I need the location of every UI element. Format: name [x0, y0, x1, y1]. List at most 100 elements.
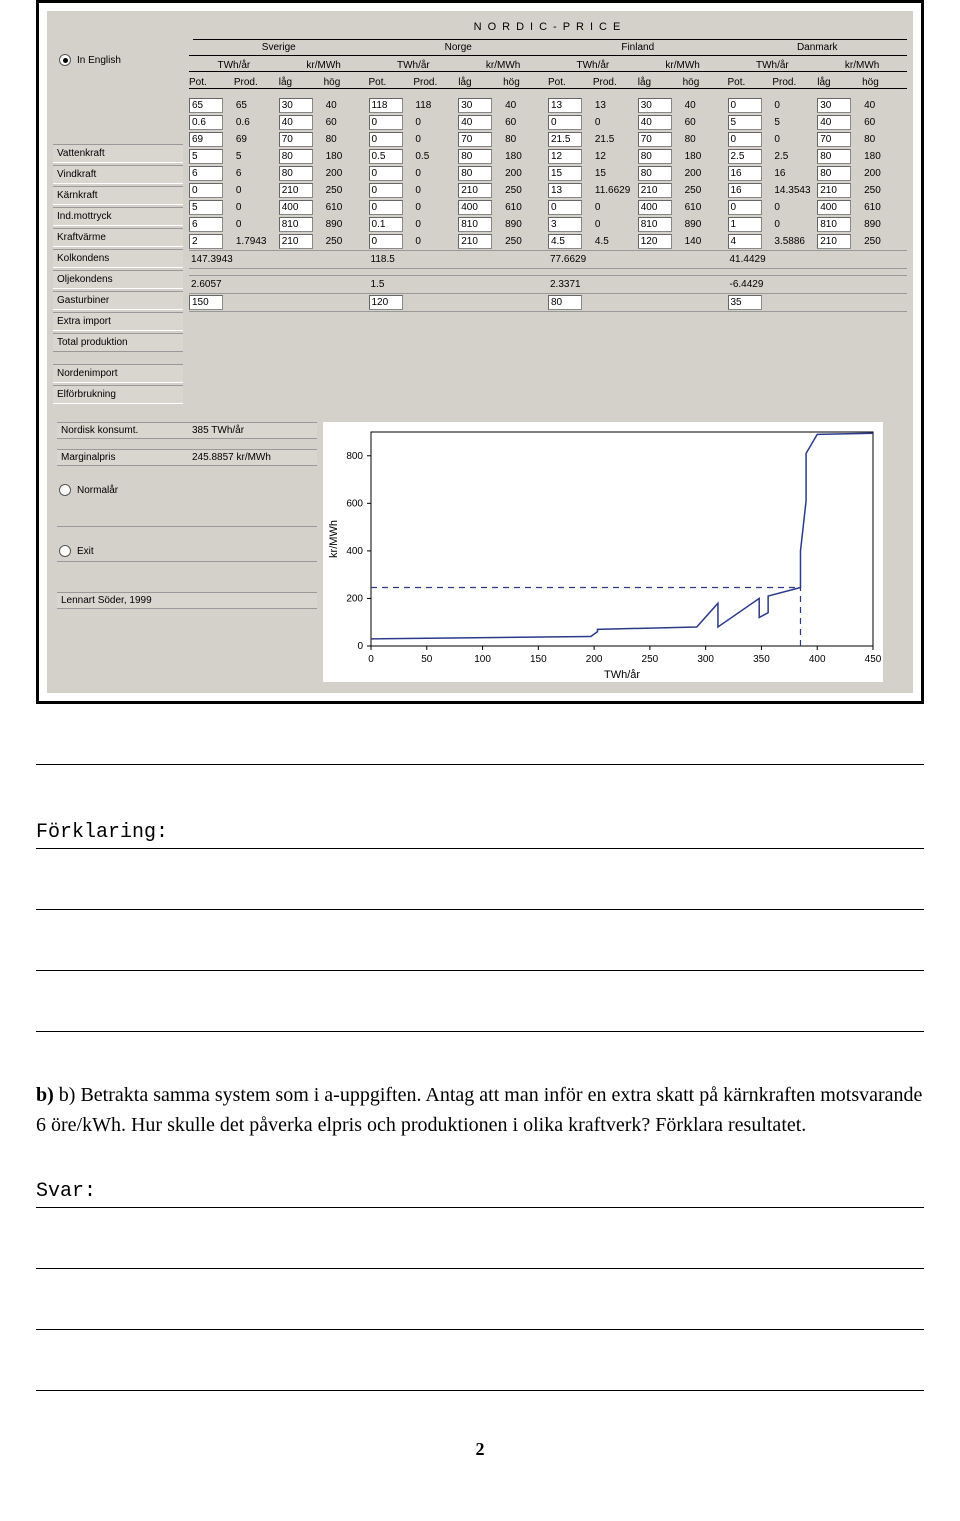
input-cell[interactable]: 1: [728, 217, 762, 232]
output-cell: 0: [772, 202, 780, 213]
input-cell[interactable]: 69: [189, 132, 223, 147]
svg-text:800: 800: [346, 451, 363, 462]
summary-panel: Nordisk konsumt. 385 TWh/år Marginalpris…: [57, 422, 317, 685]
input-cell[interactable]: 15: [548, 166, 582, 181]
input-cell[interactable]: 118: [369, 98, 403, 113]
radio-icon: [59, 54, 71, 66]
input-cell[interactable]: 6: [189, 217, 223, 232]
input-cell[interactable]: 35: [728, 295, 762, 310]
input-cell[interactable]: 400: [638, 200, 672, 215]
input-cell[interactable]: 80: [548, 295, 582, 310]
input-cell[interactable]: 6: [189, 166, 223, 181]
input-cell[interactable]: 12: [548, 149, 582, 164]
input-cell[interactable]: 0: [369, 132, 403, 147]
output-cell: 0: [413, 168, 421, 179]
input-cell[interactable]: 13: [548, 98, 582, 113]
svar-row: Svar:: [36, 1160, 924, 1208]
output-cell: 80: [862, 134, 875, 145]
input-cell[interactable]: 80: [638, 149, 672, 164]
input-cell[interactable]: 30: [638, 98, 672, 113]
input-cell[interactable]: 120: [638, 234, 672, 249]
input-cell[interactable]: 120: [369, 295, 403, 310]
input-cell[interactable]: 40: [817, 115, 851, 130]
row-label: Kärnkraft: [53, 186, 183, 205]
marginalpris-row: Marginalpris 245.8857 kr/MWh: [57, 449, 317, 466]
input-cell[interactable]: 400: [279, 200, 313, 215]
input-cell[interactable]: 2.5: [728, 149, 762, 164]
row-label: Vattenkraft: [53, 144, 183, 163]
input-cell[interactable]: 80: [817, 149, 851, 164]
input-cell[interactable]: 40: [458, 115, 492, 130]
input-cell[interactable]: 30: [279, 98, 313, 113]
input-cell[interactable]: 0: [728, 98, 762, 113]
input-cell[interactable]: 0: [369, 115, 403, 130]
input-cell[interactable]: 810: [638, 217, 672, 232]
input-cell[interactable]: 0.5: [369, 149, 403, 164]
input-cell[interactable]: 0: [728, 200, 762, 215]
input-cell[interactable]: 210: [458, 234, 492, 249]
input-cell[interactable]: 4.5: [548, 234, 582, 249]
input-cell[interactable]: 0.6: [189, 115, 223, 130]
input-cell[interactable]: 5: [728, 115, 762, 130]
input-cell[interactable]: 0: [369, 200, 403, 215]
input-cell[interactable]: 70: [817, 132, 851, 147]
nordisk-konsumt-value: 385 TWh/år: [192, 425, 317, 436]
input-cell[interactable]: 4: [728, 234, 762, 249]
radio-normalar[interactable]: Normalår: [59, 484, 317, 496]
input-cell[interactable]: 210: [817, 183, 851, 198]
input-cell[interactable]: 16: [728, 183, 762, 198]
input-cell[interactable]: 0: [369, 183, 403, 198]
input-cell[interactable]: 0: [548, 115, 582, 130]
input-cell[interactable]: 65: [189, 98, 223, 113]
output-cell: 250: [324, 185, 343, 196]
input-cell[interactable]: 210: [279, 234, 313, 249]
svar-label: Svar:: [36, 1180, 96, 1203]
input-cell[interactable]: 210: [279, 183, 313, 198]
input-cell[interactable]: 5: [189, 200, 223, 215]
row-label: Kolkondens: [53, 249, 183, 268]
radio-exit[interactable]: Exit: [59, 545, 317, 557]
input-cell[interactable]: 810: [458, 217, 492, 232]
input-cell[interactable]: 810: [817, 217, 851, 232]
input-cell[interactable]: 400: [458, 200, 492, 215]
input-cell[interactable]: 210: [817, 234, 851, 249]
output-cell: 0: [772, 219, 780, 230]
input-cell[interactable]: 80: [638, 166, 672, 181]
input-cell[interactable]: 400: [817, 200, 851, 215]
input-cell[interactable]: 30: [458, 98, 492, 113]
input-cell[interactable]: 0: [189, 183, 223, 198]
input-cell[interactable]: 70: [279, 132, 313, 147]
input-cell[interactable]: 13: [548, 183, 582, 198]
input-cell[interactable]: 40: [279, 115, 313, 130]
input-cell[interactable]: 150: [189, 295, 223, 310]
radio-icon: [59, 484, 71, 496]
svg-text:400: 400: [346, 546, 363, 557]
input-cell[interactable]: 2: [189, 234, 223, 249]
input-cell[interactable]: 0: [728, 132, 762, 147]
input-cell[interactable]: 0: [369, 166, 403, 181]
input-cell[interactable]: 210: [638, 183, 672, 198]
input-cell[interactable]: 3: [548, 217, 582, 232]
radio-english[interactable]: In English: [59, 54, 183, 66]
input-cell[interactable]: 80: [279, 166, 313, 181]
app-title: NORDIC-PRICE: [193, 17, 907, 37]
input-cell[interactable]: 80: [279, 149, 313, 164]
output-cell: 610: [683, 202, 702, 213]
input-cell[interactable]: 0.1: [369, 217, 403, 232]
input-cell[interactable]: 810: [279, 217, 313, 232]
input-cell[interactable]: 80: [817, 166, 851, 181]
input-cell[interactable]: 21.5: [548, 132, 582, 147]
input-cell[interactable]: 70: [458, 132, 492, 147]
input-cell[interactable]: 0: [369, 234, 403, 249]
input-cell[interactable]: 80: [458, 166, 492, 181]
output-cell: 6: [234, 168, 242, 179]
input-cell[interactable]: 5: [189, 149, 223, 164]
output-cell: 80: [503, 134, 516, 145]
input-cell[interactable]: 210: [458, 183, 492, 198]
input-cell[interactable]: 16: [728, 166, 762, 181]
input-cell[interactable]: 80: [458, 149, 492, 164]
input-cell[interactable]: 40: [638, 115, 672, 130]
input-cell[interactable]: 30: [817, 98, 851, 113]
input-cell[interactable]: 0: [548, 200, 582, 215]
input-cell[interactable]: 70: [638, 132, 672, 147]
